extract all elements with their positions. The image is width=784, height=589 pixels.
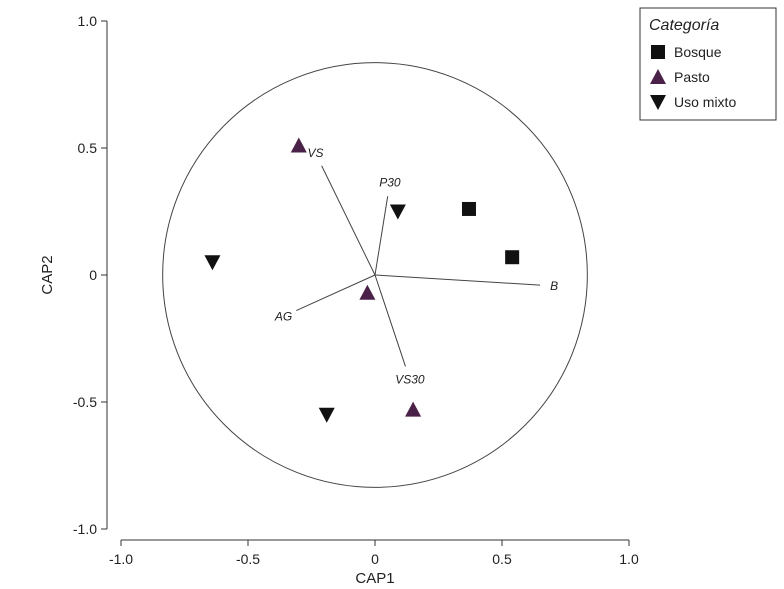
y-tick-label: -1.0 [73, 521, 97, 537]
x-tick-label: 1.0 [619, 551, 639, 567]
point-bosque [505, 250, 520, 265]
point-uso-mixto [318, 407, 335, 423]
point-bosque [461, 201, 476, 216]
y-tick-label: 1.0 [78, 13, 98, 29]
point-pasto [405, 401, 422, 417]
x-tick-label: -0.5 [236, 551, 260, 567]
legend-marker-pasto [650, 69, 666, 84]
vector-vs30 [374, 274, 406, 367]
vector-label-b: B [550, 279, 558, 293]
x-tick-label: -1.0 [109, 551, 133, 567]
vector-label-p30: P30 [379, 175, 401, 189]
point-uso-mixto [389, 204, 406, 220]
vector-label-vs: VS [308, 146, 324, 160]
x-tick-label: 0 [371, 551, 379, 567]
y-tick-label: 0 [89, 267, 97, 283]
legend-label-bosque: Bosque [674, 44, 722, 60]
legend-label-uso-mixto: Uso mixto [674, 94, 736, 110]
y-tick-label: -0.5 [73, 394, 97, 410]
legend-marker-uso-mixto [650, 95, 666, 110]
vector-label-ag: AG [274, 309, 292, 323]
reference-circle-layer [162, 62, 588, 488]
legend-title: Categoría [649, 17, 719, 34]
point-pasto [359, 284, 376, 300]
legend-label-pasto: Pasto [674, 69, 710, 85]
vector-label-vs30: VS30 [395, 373, 425, 387]
y-tick-label: 0.5 [78, 140, 98, 156]
vector-ag [296, 274, 376, 312]
legend: Categoría Bosque Pasto Uso mixto [639, 7, 777, 121]
vector-b [374, 274, 541, 286]
axes: -1.0 -0.5 0 0.5 1.0 1.0 0.5 0 -0.5 -1.0 CAP1 CAP2 [39, 13, 639, 587]
x-axis-title: CAP1 [355, 570, 394, 587]
vector-vs [321, 165, 376, 276]
legend-marker-bosque [651, 45, 665, 59]
y-axis-title: CAP2 [39, 255, 56, 294]
legend-box [639, 7, 777, 121]
vector-layer: VS P30 B AG VS30 [274, 146, 558, 387]
point-uso-mixto [204, 255, 221, 271]
points-layer [204, 137, 520, 423]
vector-p30 [374, 196, 389, 276]
point-pasto [290, 137, 307, 153]
reference-circle [162, 62, 588, 488]
x-tick-label: 0.5 [492, 551, 512, 567]
